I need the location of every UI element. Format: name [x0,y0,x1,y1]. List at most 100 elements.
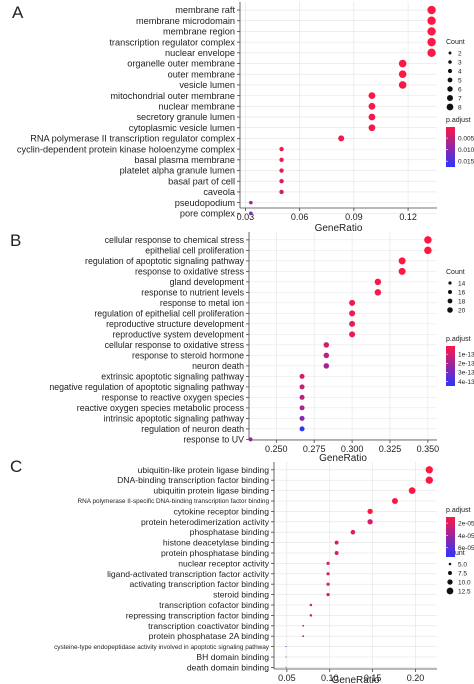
panel-a-legend-padjust: p.adjust 0.005 0.010 0.015 [446,117,474,167]
panel-c-category-label: nuclear receptor activity [178,558,269,568]
panel-a-category-label: transcription regulator complex [109,37,235,47]
panel-c-legend-padjust: p.adjust 2e-05 4e-05 6e-05 [446,507,474,557]
panel-c-dot [425,466,433,474]
panel-b-legend-count: Count 14 16 18 20 [446,269,466,314]
panel-a-x-axis-label: GeneRatio [315,223,363,234]
panel-c-legend-count-label: 12.5 [458,588,471,595]
panel-a-xtick-label: 0.09 [345,212,363,222]
panel-c-legend-padjust-label: 6e-05 [458,545,474,552]
panel-c-category-label: phosphatase binding [190,527,270,537]
panel-a-dot [427,5,436,15]
panel-a-category-label: cyclin-dependent protein kinase holoenzy… [17,144,235,154]
panel-c-legend-count-title: Count [446,550,465,557]
panel-a-category-label: membrane raft [175,5,235,15]
panel-b-category-label: cellular response to oxidative stress [105,340,245,350]
panel-c-dot [326,582,330,586]
panel-b-dot [349,299,356,306]
panel-a-legend-padjust-title: p.adjust [446,117,471,124]
panel-c-dot [309,614,313,617]
panel-b-category-label: regulation of epithelial cell proliferat… [94,308,244,318]
panel-c-xtick-label: 0.20 [407,673,425,683]
panel-a-category-label: platelet alpha granule lumen [120,166,235,176]
panel-c-dot [391,498,398,504]
panel-b-xtick-label: 0.300 [341,444,364,454]
panel-a-category-label: basal part of cell [168,176,235,186]
panel-a-legend-count-label: 7 [458,95,462,102]
panel-b-category-label: neuron death [192,361,244,371]
panel-a-dot [249,200,253,205]
panel-c-dotplot: 0.05 0.10 0.15 0.20 GeneRatio ubiquitin-like … [54,462,474,684]
panel-a-dot [427,16,436,25]
panel-c-category-label: histone deacetylase binding [163,538,269,548]
panel-b-dot [398,257,406,265]
panel-c-legend-padjust-label: 2e-05 [458,520,474,527]
panel-c-category-label: RNA polymerase II-specific DNA-binding t… [78,498,270,505]
panel-c-category-label: BH domain binding [196,652,269,662]
panel-b-legend-count-label: 14 [458,280,466,287]
panel-b-category-label: intrinsic apoptotic signaling pathway [104,413,245,423]
panel-a-category-label: nuclear envelope [165,48,235,58]
panel-c-legend-count-dot [448,571,452,575]
panel-a-dot [279,157,284,163]
panel-c-legend-count-label: 7.5 [458,570,467,577]
panel-a-category-label: pseudopodium [175,198,236,208]
panel-b-legend-count-dot [448,290,452,294]
panel-c-dot [350,529,356,535]
panel-a-legend-count-dot [446,94,454,102]
panel-c-legend-count-label: 5.0 [458,561,467,568]
panel-a-dot [338,135,345,142]
panel-a-dot [249,211,253,216]
panel-a-category-label: caveola [203,187,236,197]
panel-c-x-axis-label: GeneRatio [332,675,380,684]
panel-a-legend-count-label: 4 [458,68,462,75]
panel-b-legend-count-title: Count [446,269,465,276]
panel-a-legend-count-label: 6 [458,86,462,93]
panel-b-dot [349,331,356,338]
panel-c-category-label: transcription coactivator binding [148,621,269,631]
panel-b-category-label: gland development [170,277,245,287]
panel-a-legend-count-dot [447,86,453,92]
panel-b-category-label: regulation of neuron death [141,424,244,434]
panel-b-legend-padjust-label: 2e-13 [458,361,474,368]
panel-b-category-label: reproductive system development [112,329,244,339]
panel-c-dot [326,572,330,576]
panel-a-legend-padjust-label: 0.015 [458,159,474,166]
panel-b-category-label: response to UV [183,434,244,444]
panel-b-xtick-label: 0.350 [417,444,440,454]
panel-a-dot [398,81,407,89]
panel-a-legend-count-title: Count [446,39,465,46]
panel-a-legend-padjust-label: 0.005 [458,135,474,142]
panel-c-letter: C [10,457,22,476]
panel-c-plot-area [274,462,437,669]
panel-b-dot [323,342,330,348]
panel-b-legend-count-dot [448,281,452,285]
panel-a-legend-count-label: 8 [458,104,462,111]
panel-a-category-label: pore complex [180,209,236,219]
panel-a-dot [279,146,284,152]
panel-b-legend-count-label: 18 [458,298,466,305]
panel-b-xtick-label: 0.275 [303,444,326,454]
panel-a-dot [368,102,376,110]
panel-a-dot [368,124,376,132]
panel-b-legend-count-label: 16 [458,289,466,296]
panel-b-legend-count-label: 20 [458,307,466,314]
panel-b-category-label: reproductive structure development [106,319,244,329]
panel-a-legend-count: Count 2 3 4 5 6 7 8 [446,39,465,111]
panel-b-dot [323,352,330,359]
panel-b-dotplot: 0.250 0.275 0.300 0.325 0.350 GeneRatio cellul… [49,232,474,464]
panel-b-dot [424,236,432,244]
panel-a-dot [398,59,407,68]
panel-c-dot [285,656,287,658]
panel-c-category-label: transcription cofactor binding [159,600,269,610]
panel-b-category-label: response to nutrient levels [141,287,244,297]
panel-b-legend-padjust-label: 3e-13 [458,370,474,377]
panel-c-dot [334,540,339,545]
panel-c-dot [408,487,416,494]
panel-a-legend-count-dot [448,60,452,64]
panel-c-category-label: death domain binding [187,662,269,672]
panel-c-category-label: ubiquitin protein ligase binding [153,486,269,496]
panel-c-dot [285,646,287,648]
panel-a-legend-count-label: 5 [458,77,462,84]
panel-a-category-label: cytoplasmic vesicle lumen [129,123,235,133]
panel-c-xtick-label: 0.10 [321,673,339,683]
